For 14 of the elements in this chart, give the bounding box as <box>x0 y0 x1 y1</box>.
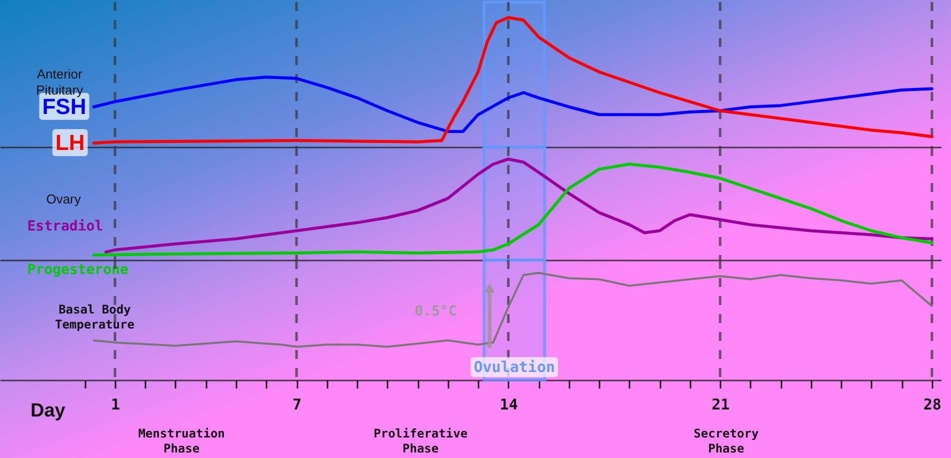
text: Menstruation Phase <box>138 426 225 456</box>
text: Proliferative Phase <box>374 426 468 456</box>
series-label: Progesterone <box>27 262 128 278</box>
annotation: 0.5°C <box>414 303 457 320</box>
x-tick-label: 7 <box>292 396 302 414</box>
series-label: Estradiol <box>27 218 104 235</box>
x-tick-label: 21 <box>712 396 730 414</box>
x-axis-title: Day <box>30 400 66 422</box>
annotation: Basal Body Temperature <box>54 302 134 332</box>
annotation: Ovary <box>46 191 82 206</box>
x-tick-label: 1 <box>110 396 120 414</box>
text: Secretory Phase <box>694 426 759 456</box>
x-tick-label: 28 <box>923 396 942 414</box>
x-tick-label: 14 <box>500 396 518 414</box>
